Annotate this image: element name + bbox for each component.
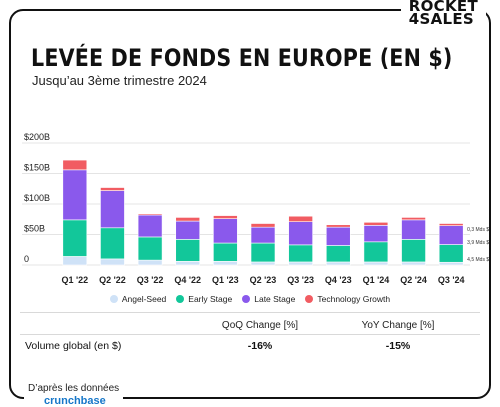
bar-segment-technology-growth [288, 215, 313, 222]
legend-item: Late Stage [242, 294, 295, 304]
bar-segment-technology-growth [325, 224, 351, 228]
brand-line-2: 4SALES [408, 10, 475, 28]
bar-segment-early-stage [363, 241, 389, 263]
value-annotation: 3,9 Mds $ [467, 240, 489, 246]
bar-segment-angel-seed [100, 258, 125, 266]
y-axis-ticks: 0 $50B $100B $150B $200B [24, 132, 50, 264]
bar-segment-angel-seed [401, 261, 426, 266]
brand-logo: ROCKET 4SALES [400, 0, 486, 28]
value-annotation: 4,5 Mds $ [467, 257, 489, 263]
bar-segment-technology-growth [137, 213, 163, 216]
bar-segment-early-stage [438, 244, 464, 263]
bar-segment-technology-growth [175, 217, 201, 222]
card-frame [9, 9, 491, 399]
bar-segment-early-stage [62, 219, 88, 257]
legend-item: Early Stage [176, 294, 232, 304]
bar-segment-late-stage [100, 190, 125, 229]
bar-segment-angel-seed [438, 261, 464, 266]
y-tick-label: $200B [24, 132, 50, 142]
bar-segment-early-stage [250, 242, 276, 263]
bar-segment-angel-seed [213, 261, 238, 266]
bar-segment-late-stage [325, 226, 351, 246]
bar-segment-technology-growth [438, 223, 464, 226]
legend-dot-icon [109, 295, 118, 303]
chart-annotations: 0,3 Mds $ 3,9 Mds $ 4,5 Mds $ [467, 227, 489, 263]
table-header-qoq: QoQ Change [%] [221, 320, 299, 331]
bar-segment-early-stage [288, 244, 313, 263]
bar-segment-late-stage [250, 226, 276, 244]
x-axis-ticks: Q1 '22 Q2 '22 Q3 '22 Q4 '22 Q1 '23 Q2 '23 Q3 '… [61, 275, 464, 285]
bar-segment-early-stage [100, 227, 125, 260]
value-annotation: 0,3 Mds $ [467, 227, 489, 233]
y-tick-label: 0 [24, 254, 29, 264]
y-tick-label: $100B [24, 193, 50, 203]
bar-segment-late-stage [401, 219, 426, 240]
crunchbase-logo: crunchbase [44, 395, 106, 407]
x-tick-label: Q1 '22 [61, 275, 88, 285]
bar-segment-angel-seed [137, 259, 163, 266]
chart-grid [22, 142, 470, 266]
x-tick-label: Q4 '22 [174, 275, 201, 285]
legend-label: Late Stage [254, 294, 296, 304]
x-tick-label: Q1 '24 [363, 275, 390, 285]
y-tick-label: $50B [24, 224, 45, 234]
bar-segment-late-stage [288, 221, 313, 246]
bar-segment-late-stage [62, 169, 88, 221]
legend-dot-icon [176, 295, 185, 303]
bar-segment-technology-growth [213, 215, 238, 219]
bar-segment-late-stage [175, 220, 201, 240]
chart-legend: Angel-Seed Early Stage Late Stage Technolog… [0, 294, 500, 304]
bar-segment-angel-seed [62, 256, 88, 266]
x-tick-label: Q3 '22 [137, 275, 164, 285]
legend-item: Angel-Seed [109, 294, 167, 304]
legend-dot-icon [305, 295, 314, 303]
x-tick-label: Q2 '23 [250, 275, 277, 285]
bar-segment-technology-growth [401, 217, 426, 221]
bar-segment-technology-growth [363, 222, 389, 226]
bar-segment-technology-growth [62, 159, 88, 171]
page-subtitle: Jusqu’au 3ème trimestre 2024 [32, 73, 207, 88]
table-value-yoy: -15% [385, 340, 411, 352]
legend-item: Technology Growth [305, 294, 390, 304]
legend-label: Early Stage [188, 294, 233, 304]
table-divider-middle [20, 334, 480, 335]
bar-segment-angel-seed [175, 261, 201, 266]
legend-label: Technology Growth [317, 294, 391, 304]
x-tick-label: Q3 '24 [438, 275, 465, 285]
legend-label: Angel-Seed [121, 294, 167, 304]
table-divider-top [20, 312, 480, 313]
bar-segment-angel-seed [288, 261, 313, 266]
bar-segment-late-stage [438, 225, 464, 245]
bar-segment-technology-growth [250, 223, 276, 228]
bar-segment-angel-seed [250, 261, 276, 266]
bar-segment-angel-seed [363, 261, 389, 266]
chart-bars [62, 159, 464, 266]
y-tick-label: $150B [24, 163, 50, 173]
legend-dot-icon [242, 295, 251, 303]
table-row-label: Volume global (en $) [25, 340, 122, 352]
bar-segment-late-stage [137, 214, 163, 238]
page-title: LEVÉE DE FONDS EN EUROPE (EN $) [31, 44, 453, 72]
x-tick-label: Q1 '23 [212, 275, 239, 285]
table-value-qoq: -16% [247, 340, 273, 352]
x-tick-label: Q3 '23 [287, 275, 314, 285]
bar-segment-early-stage [137, 236, 163, 261]
brand-line-1: ROCKET [408, 0, 478, 15]
bar-segment-angel-seed [325, 261, 351, 266]
x-tick-label: Q2 '24 [400, 275, 427, 285]
bar-segment-early-stage [213, 242, 238, 262]
footer-text: D’après les données [28, 383, 120, 394]
bar-segment-early-stage [175, 239, 201, 262]
bar-segment-early-stage [401, 239, 426, 263]
bar-segment-late-stage [363, 225, 389, 243]
bar-segment-technology-growth [100, 187, 125, 191]
bar-segment-late-stage [213, 218, 238, 244]
x-tick-label: Q2 '22 [99, 275, 126, 285]
footer-source: D’après les données crunchbase [24, 383, 124, 407]
x-tick-label: Q4 '23 [325, 275, 352, 285]
bar-segment-early-stage [325, 245, 351, 263]
table-header-yoy: YoY Change [%] [361, 320, 435, 331]
